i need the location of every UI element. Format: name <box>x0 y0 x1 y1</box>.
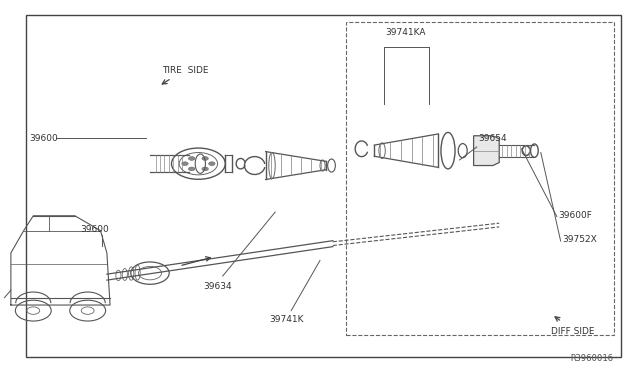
Text: 39634: 39634 <box>204 282 232 291</box>
Circle shape <box>202 157 209 160</box>
Text: 39752X: 39752X <box>562 235 596 244</box>
Text: 39600F: 39600F <box>558 211 592 220</box>
Circle shape <box>182 162 188 166</box>
Circle shape <box>202 167 209 171</box>
Text: 39741KA: 39741KA <box>385 28 426 37</box>
Text: 39654: 39654 <box>479 134 508 143</box>
Text: DIFF SIDE: DIFF SIDE <box>551 327 595 336</box>
Bar <box>346 22 614 335</box>
Text: 39600: 39600 <box>81 225 109 234</box>
Text: 39741K: 39741K <box>269 315 303 324</box>
Circle shape <box>189 157 195 160</box>
Circle shape <box>189 167 195 171</box>
Polygon shape <box>474 136 499 166</box>
Text: 39600: 39600 <box>29 134 58 143</box>
Text: TIRE  SIDE: TIRE SIDE <box>163 66 209 75</box>
Circle shape <box>209 162 215 166</box>
Text: R3960016: R3960016 <box>570 354 613 363</box>
